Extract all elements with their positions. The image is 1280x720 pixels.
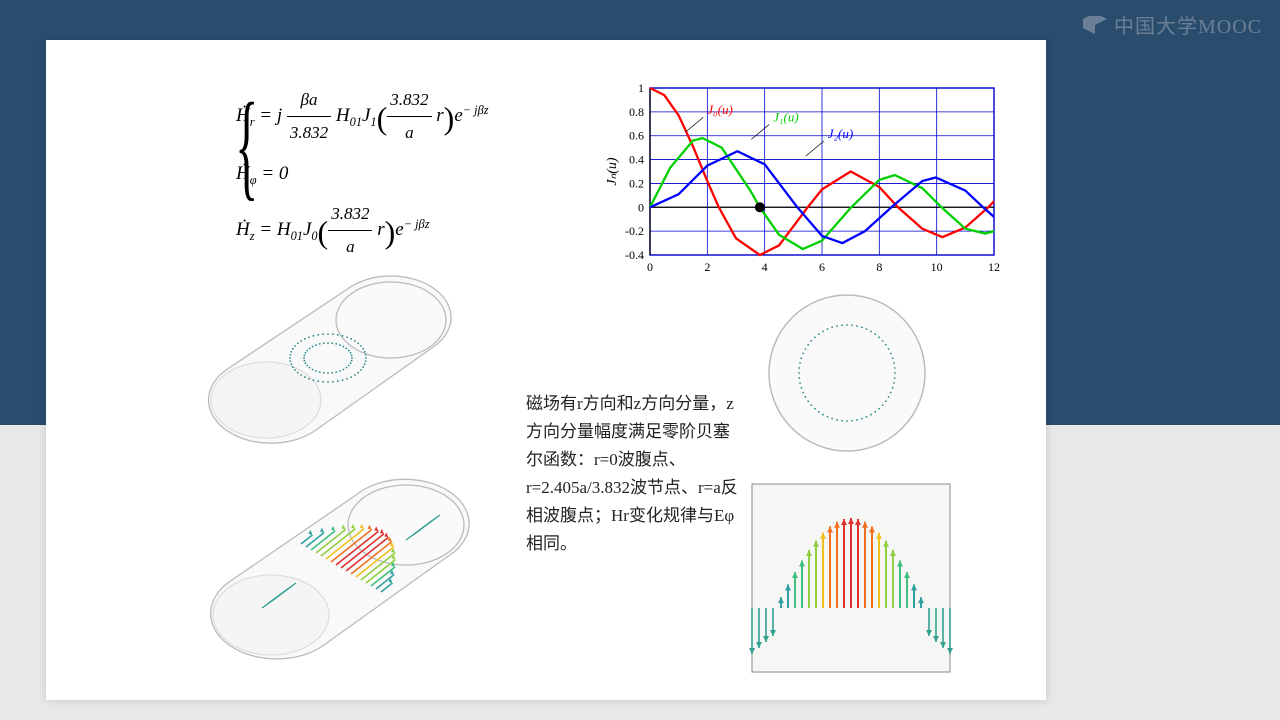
slide-content: { Ḣr = j βa3.832 H01J1(3.832a r)e− jβz Ḣ… xyxy=(46,40,1046,700)
svg-text:0.6: 0.6 xyxy=(629,129,644,143)
cylinder-field-top xyxy=(196,270,456,470)
svg-text:J₀(u): J₀(u) xyxy=(707,102,732,117)
svg-text:-0.4: -0.4 xyxy=(625,248,644,262)
eq-hphi: Ḣφ = 0 xyxy=(236,156,489,192)
svg-text:6: 6 xyxy=(819,260,825,274)
svg-text:1: 1 xyxy=(638,82,644,95)
bessel-chart: 0 2 4 6 8 10 12 -0.4 -0.2 0 0.2 0.4 0.6 0.8 1 Jₙ(u) J₀(u… xyxy=(602,82,1002,277)
svg-text:0.2: 0.2 xyxy=(629,176,644,190)
ring-diagram xyxy=(762,288,932,458)
svg-text:2: 2 xyxy=(704,260,710,274)
caption-text: 磁场有r方向和z方向分量，z方向分量幅度满足零阶贝塞尔函数：r=0波腹点、r=2… xyxy=(526,390,746,558)
brace-icon: { xyxy=(235,88,258,202)
svg-text:J₂(u): J₂(u) xyxy=(828,126,853,141)
svg-text:0.4: 0.4 xyxy=(629,153,644,167)
eq-hr: Ḣr = j βa3.832 H01J1(3.832a r)e− jβz xyxy=(236,84,489,150)
svg-text:-0.2: -0.2 xyxy=(625,224,644,238)
svg-text:0: 0 xyxy=(647,260,653,274)
svg-text:12: 12 xyxy=(988,260,1000,274)
svg-text:0.8: 0.8 xyxy=(629,105,644,119)
svg-text:8: 8 xyxy=(876,260,882,274)
cylinder-field-bottom xyxy=(196,470,476,680)
svg-text:4: 4 xyxy=(762,260,768,274)
svg-text:Jₙ(u): Jₙ(u) xyxy=(605,157,620,185)
svg-text:J₁(u): J₁(u) xyxy=(773,109,798,124)
svg-text:0: 0 xyxy=(638,200,644,214)
svg-text:10: 10 xyxy=(931,260,943,274)
logo-text: 中国大学MOOC xyxy=(1114,10,1262,39)
arrow-field-box xyxy=(746,478,956,678)
eq-hz: Ḣz = H01J0(3.832a r)e− jβz xyxy=(236,198,489,264)
mooc-logo: 中国大学MOOC xyxy=(1082,10,1262,39)
equation-block: { Ḣr = j βa3.832 H01J1(3.832a r)e− jβz Ḣ… xyxy=(236,84,489,269)
